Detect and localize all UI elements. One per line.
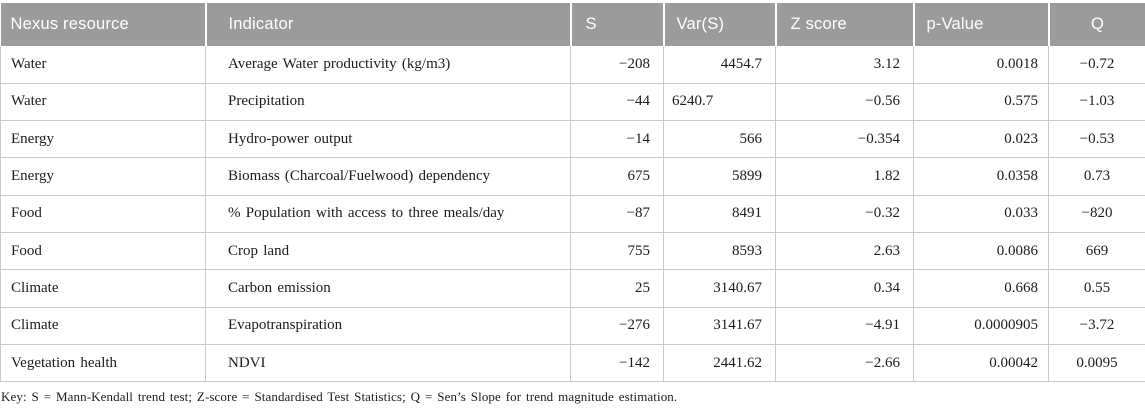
cell-var-s: 2441.62	[663, 344, 776, 383]
cell-resource: Water	[0, 46, 206, 84]
column-header-q: Q	[1047, 3, 1145, 46]
cell-q: −0.72	[1048, 46, 1145, 84]
cell-resource: Water	[0, 83, 206, 122]
table-row: Energy Hydro-power output −14 566 −0.354 0.02…	[0, 120, 1145, 159]
cell-s: −14	[570, 120, 664, 159]
cell-p: 0.033	[913, 195, 1049, 233]
cell-indicator: Hydro-power output	[205, 120, 571, 159]
cell-s: 25	[570, 269, 664, 308]
table-header-row: Nexus resource Indicator S Var(S) Z scor…	[0, 3, 1145, 46]
cell-indicator: Carbon emission	[205, 269, 571, 308]
column-header-z-score: Z score	[774, 3, 914, 46]
column-header-s: S	[569, 3, 664, 46]
table-row: Food% Population with access to three me…	[0, 195, 1145, 233]
cell-p: 0.023	[913, 120, 1049, 159]
column-header-p-value: p-Value	[912, 3, 1049, 46]
column-header-var-s: Var(S)	[662, 3, 776, 46]
cell-q: −820	[1048, 195, 1145, 233]
cell-resource: Climate	[0, 307, 206, 345]
cell-p: 0.0086	[913, 232, 1049, 271]
cell-z: −0.32	[775, 195, 914, 233]
cell-z: 3.12	[775, 46, 914, 84]
cell-s: −44	[570, 83, 664, 122]
cell-var-s: 3140.67	[663, 269, 776, 308]
cell-var-s: 566	[663, 120, 776, 159]
cell-z: 0.34	[775, 269, 914, 308]
table-row: Water Precipitation −44 6240.7 −0.56 0.575 −1.…	[0, 83, 1145, 122]
cell-p: 0.00042	[913, 344, 1049, 383]
table-row: Water Average Water productivity (kg/m3) −…	[0, 46, 1145, 84]
cell-p: 0.0000905	[913, 307, 1049, 345]
cell-q: −1.03	[1048, 83, 1145, 122]
table-row: Food Crop land 755 8593 2.63 0.0086 669	[0, 232, 1145, 271]
cell-z: −2.66	[775, 344, 914, 383]
cell-q: 0.73	[1048, 157, 1145, 196]
cell-resource: Vegetation health	[0, 344, 206, 383]
cell-indicator: Crop land	[205, 232, 571, 271]
cell-z: 1.82	[775, 157, 914, 196]
cell-q: −0.53	[1048, 120, 1145, 159]
cell-p: 0.668	[913, 269, 1049, 308]
cell-s: −142	[570, 344, 664, 383]
cell-indicator: Evapotranspiration	[205, 307, 571, 345]
cell-z: −0.354	[775, 120, 914, 159]
column-header-nexus-resource: Nexus resource	[0, 3, 206, 46]
cell-indicator: Biomass (Charcoal/Fuelwood) dependency	[205, 157, 571, 196]
table-footnote: Key: S = Mann-Kendall trend test; Z-scor…	[1, 389, 678, 405]
table-row: Energy Biomass (Charcoal/Fuelwood) depend…	[0, 157, 1145, 196]
cell-s: −276	[570, 307, 664, 345]
cell-var-s: 4454.7	[663, 46, 776, 84]
cell-resource: Food	[0, 195, 206, 233]
cell-indicator: % Population with access to three meals/…	[205, 195, 571, 233]
cell-resource: Food	[0, 232, 206, 271]
cell-s: −208	[570, 46, 664, 84]
cell-indicator: Precipitation	[205, 83, 571, 122]
table-header: Nexus resource Indicator S Var(S) Z scor…	[0, 3, 1145, 46]
cell-var-s: 3141.67	[663, 307, 776, 345]
cell-s: 675	[570, 157, 664, 196]
cell-z: 2.63	[775, 232, 914, 271]
mann-kendall-results-table: Nexus resource Indicator S Var(S) Z scor…	[0, 3, 1145, 383]
cell-indicator: NDVI	[205, 344, 571, 383]
table-row: Vegetation health NDVI −142 2441.62 −2.66 0.0…	[0, 344, 1145, 383]
cell-q: 669	[1048, 232, 1145, 271]
column-header-indicator: Indicator	[204, 3, 571, 46]
cell-var-s: 6240.7	[663, 83, 776, 122]
cell-p: 0.0358	[913, 157, 1049, 196]
cell-p: 0.0018	[913, 46, 1049, 84]
cell-z: −0.56	[775, 83, 914, 122]
cell-q: 0.55	[1048, 269, 1145, 308]
cell-var-s: 8491	[663, 195, 776, 233]
cell-var-s: 8593	[663, 232, 776, 271]
cell-indicator: Average Water productivity (kg/m3)	[205, 46, 571, 84]
table-row: Climate Evapotranspiration −276 3141.67 −4.9…	[0, 307, 1145, 345]
cell-q: 0.0095	[1048, 344, 1145, 383]
cell-s: 755	[570, 232, 664, 271]
cell-p: 0.575	[913, 83, 1049, 122]
statistics-table-figure: Nexus resource Indicator S Var(S) Z scor…	[0, 3, 1145, 405]
table-body: Water Average Water productivity (kg/m3) −…	[0, 46, 1145, 383]
cell-resource: Energy	[0, 157, 206, 196]
cell-resource: Energy	[0, 120, 206, 159]
cell-var-s: 5899	[663, 157, 776, 196]
cell-q: −3.72	[1048, 307, 1145, 345]
cell-z: −4.91	[775, 307, 914, 345]
cell-s: −87	[570, 195, 664, 233]
cell-resource: Climate	[0, 269, 206, 308]
table-row: Climate Carbon emission 25 3140.67 0.34 0.668…	[0, 269, 1145, 308]
